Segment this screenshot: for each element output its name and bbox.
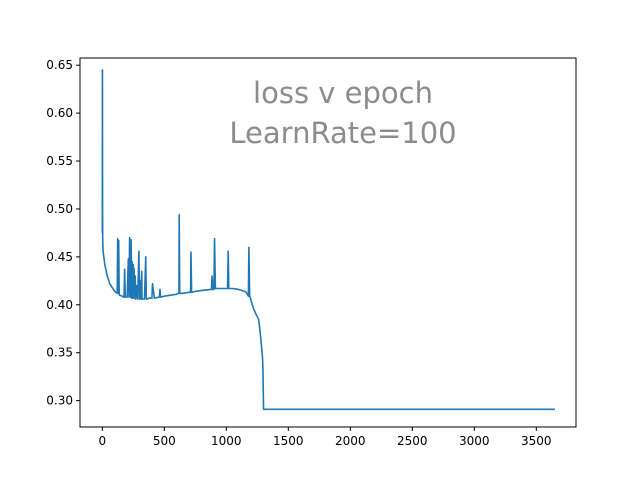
x-tick-label: 1000 <box>211 434 242 448</box>
y-tick-label: 0.65 <box>46 58 73 72</box>
y-tick-label: 0.40 <box>46 298 73 312</box>
x-tick-label: 0 <box>98 434 106 448</box>
x-tick-label: 3000 <box>459 434 490 448</box>
y-tick-label: 0.55 <box>46 154 73 168</box>
x-tick-label: 2500 <box>397 434 428 448</box>
annotation-title-line-1: loss v epoch <box>253 76 433 110</box>
y-tick-label: 0.35 <box>46 346 73 360</box>
x-tick-label: 500 <box>153 434 176 448</box>
annotation-title-line-2: LearnRate=100 <box>229 116 456 150</box>
y-tick-label: 0.50 <box>46 202 73 216</box>
y-tick-label: 0.30 <box>46 394 73 408</box>
y-axis: 0.30 0.35 0.40 0.45 0.50 0.55 0.60 0.65 <box>46 58 80 408</box>
y-tick-label: 0.45 <box>46 250 73 264</box>
series-line-0 <box>101 69 555 411</box>
x-tick-label: 3500 <box>521 434 552 448</box>
plot-frame <box>79 57 577 428</box>
plot-area <box>80 58 576 427</box>
x-axis: 0 500 1000 1500 2000 2500 3000 3500 <box>98 427 552 448</box>
x-tick-label: 1500 <box>273 434 304 448</box>
line-layer <box>101 69 555 411</box>
y-tick-label: 0.60 <box>46 106 73 120</box>
x-tick-label: 2000 <box>335 434 366 448</box>
